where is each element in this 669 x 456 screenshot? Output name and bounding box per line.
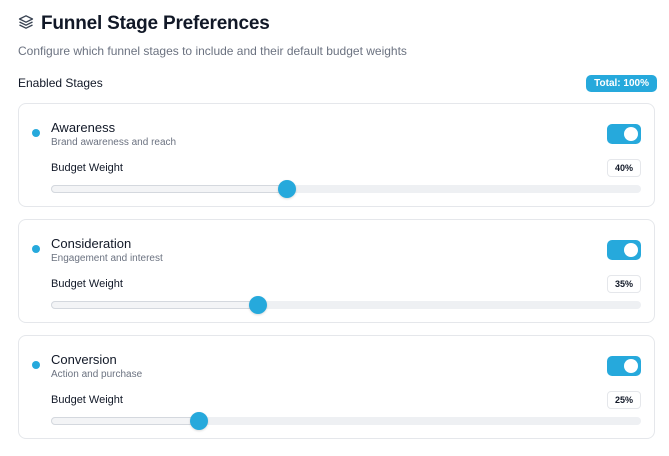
stage-description: Brand awareness and reach [51, 137, 177, 148]
slider-thumb[interactable] [248, 296, 267, 314]
budget-weight-label: Budget Weight [51, 278, 123, 290]
budget-weight-value: 35% [606, 275, 641, 293]
layers-icon [18, 14, 34, 35]
stage-name: Conversion [51, 352, 117, 367]
slider-fill [51, 301, 258, 309]
page-title: Funnel Stage Preferences [41, 13, 270, 34]
slider-track[interactable] [51, 417, 641, 425]
budget-weight-label: Budget Weight [51, 162, 123, 174]
title-row: Funnel Stage Preferences [18, 12, 655, 36]
stage-card-awareness: Awareness Brand awareness and reach Budg… [18, 103, 655, 207]
budget-weight-label: Budget Weight [51, 394, 123, 406]
stage-toggle[interactable] [607, 124, 641, 144]
stage-dot [32, 361, 40, 369]
slider-thumb[interactable] [278, 180, 296, 198]
stage-toggle[interactable] [607, 356, 641, 376]
budget-weight-slider[interactable] [51, 412, 641, 430]
stage-name: Consideration [51, 236, 132, 251]
section-row: Enabled Stages Total: 100% [18, 73, 657, 93]
page-header: Funnel Stage Preferences Configure which… [18, 12, 655, 58]
stage-description: Action and purchase [51, 369, 143, 380]
slider-thumb[interactable] [189, 412, 208, 430]
budget-weight-slider[interactable] [51, 296, 641, 314]
budget-weight-value: 40% [606, 159, 641, 177]
slider-track[interactable] [51, 301, 641, 309]
budget-weight-value: 25% [606, 391, 641, 409]
slider-fill [51, 185, 287, 193]
toggle-knob [624, 359, 638, 373]
page-subtitle: Configure which funnel stages to include… [18, 44, 407, 58]
budget-weight-slider[interactable] [51, 180, 641, 198]
stage-toggle[interactable] [607, 240, 641, 260]
slider-track[interactable] [51, 185, 641, 193]
toggle-knob [624, 243, 638, 257]
stage-name: Awareness [51, 120, 116, 135]
slider-fill [51, 417, 199, 425]
stage-card-conversion: Conversion Action and purchase Budget We… [18, 335, 655, 439]
stage-card-consideration: Consideration Engagement and interest Bu… [18, 219, 655, 323]
stage-description: Engagement and interest [51, 253, 163, 264]
total-badge: Total: 100% [586, 74, 657, 92]
stage-dot [32, 245, 40, 253]
stage-dot [32, 129, 40, 137]
toggle-knob [624, 127, 638, 141]
section-label: Enabled Stages [18, 76, 103, 90]
